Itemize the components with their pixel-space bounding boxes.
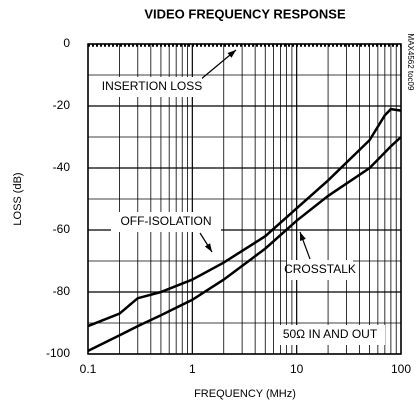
- y-tick-label: -80: [53, 284, 71, 298]
- y-tick-label: -60: [53, 222, 71, 236]
- y-tick-label: -40: [53, 160, 71, 174]
- arrow-head: [300, 232, 306, 241]
- side-note: MAX4562 toc09: [406, 34, 415, 91]
- x-tick-label: 0.1: [80, 362, 97, 376]
- plot-frame: [87, 43, 402, 355]
- x-tick-label: 10: [290, 362, 304, 376]
- y-tick-label: -20: [53, 98, 71, 112]
- series-label: INSERTION LOSS: [102, 79, 202, 93]
- data-line: [87, 136, 402, 353]
- y-axis-label: LOSS (dB): [12, 172, 24, 225]
- x-axis-label: FREQUENCY (MHz): [194, 388, 296, 400]
- y-tick-label: 0: [63, 36, 70, 50]
- series-label: CROSSTALK: [284, 262, 356, 276]
- x-tick-label: 100: [391, 362, 411, 376]
- annotation-box: [275, 325, 385, 345]
- x-tick-label: 1: [189, 362, 196, 376]
- series-label: OFF-ISOLATION: [120, 214, 211, 228]
- annotation-box: [102, 77, 202, 97]
- arrow-head: [227, 50, 236, 58]
- chart-title: VIDEO FREQUENCY RESPONSE: [144, 6, 346, 21]
- annotation-box: [287, 260, 353, 280]
- annotation: 50Ω IN AND OUT: [283, 327, 378, 341]
- data-line: [87, 107, 402, 328]
- annotation-box: [111, 212, 221, 232]
- y-tick-label: -100: [46, 346, 70, 360]
- arrow-head: [204, 243, 212, 252]
